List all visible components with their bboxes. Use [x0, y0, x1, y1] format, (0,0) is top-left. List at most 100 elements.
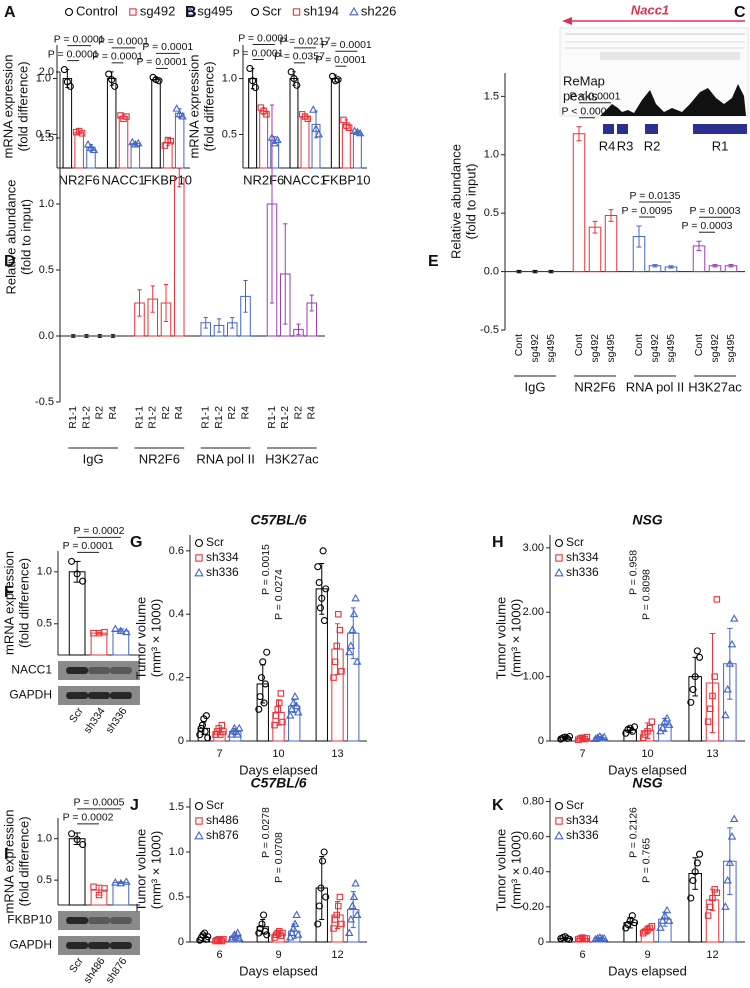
data-point	[727, 832, 737, 840]
data-point	[263, 931, 271, 939]
data-point	[707, 705, 714, 713]
blot-band	[88, 942, 110, 949]
data-point	[220, 936, 227, 943]
x-tick-label: FKBP10	[322, 172, 370, 187]
y-tick-label: 0.20	[523, 901, 544, 913]
y-axis-label: (fold difference)	[201, 61, 216, 151]
data-point	[725, 858, 735, 866]
chart-title: NSG	[632, 775, 662, 791]
y-tick-label: 0.60	[523, 831, 544, 843]
bar	[106, 78, 117, 169]
panel-label: H	[492, 534, 504, 551]
blot-band	[66, 942, 89, 949]
x-tick-label: 10	[272, 748, 284, 760]
data-point	[220, 728, 227, 735]
data-point	[333, 642, 340, 650]
y-axis-label: mRNA expression	[1, 551, 16, 655]
panel-label: E	[428, 253, 439, 270]
group-label: NR2F6	[574, 379, 615, 394]
data-point	[101, 885, 108, 892]
panel-label: G	[130, 534, 142, 551]
data-point	[709, 692, 716, 700]
data-point	[277, 690, 285, 697]
blot-band	[109, 917, 132, 924]
panel-label: I	[4, 846, 8, 863]
legend-label: Control	[76, 3, 118, 18]
bar	[74, 131, 84, 169]
data-point	[656, 923, 665, 931]
data-point	[293, 81, 301, 89]
x-tick-label: 12	[706, 949, 718, 961]
data-point	[68, 557, 76, 565]
blot-band	[88, 692, 110, 699]
data-point	[198, 721, 206, 729]
y-tick-label: 1.0	[37, 566, 52, 578]
blot-row	[58, 661, 140, 680]
data-point	[319, 857, 327, 865]
x-tick-label: sh334	[81, 705, 107, 735]
y-tick-label: 1.0	[222, 72, 237, 84]
data-point	[704, 718, 712, 725]
x-tick-label: Cont	[693, 334, 705, 356]
bar	[68, 838, 86, 906]
legend-label: sh336	[206, 565, 239, 579]
x-tick-label: NR2F6	[243, 172, 284, 187]
data-point	[662, 905, 672, 914]
legend-marker	[64, 7, 74, 17]
data-point	[593, 933, 602, 942]
y-tick-label: 0.5	[222, 128, 237, 140]
data-point	[346, 641, 356, 649]
data-point	[255, 929, 263, 937]
data-point	[218, 937, 226, 945]
blot-band	[88, 917, 110, 924]
group-label: H3K27ac	[688, 379, 742, 394]
x-tick-label: sh486	[81, 955, 107, 985]
y-tick-label: 0.0	[484, 265, 499, 277]
data-point	[263, 648, 271, 656]
data-point	[565, 732, 574, 741]
annotation: P = 0.0708	[273, 832, 285, 883]
data-point	[348, 625, 357, 634]
x-tick-label: 13	[706, 748, 718, 760]
legend-marker	[195, 554, 203, 562]
data-point	[624, 920, 632, 928]
data-point	[131, 139, 140, 148]
comparison-label: P = 0.0001	[63, 540, 114, 552]
data-point	[311, 124, 321, 132]
x-tick-label: 6	[579, 949, 585, 961]
comparison-label: P = 0.0003	[682, 220, 733, 232]
comparison-label: P < 0.0001	[570, 91, 621, 103]
data-point	[330, 925, 337, 932]
legend-marker	[292, 8, 301, 16]
comparison-label: P = 0.0001	[238, 32, 289, 44]
data-point	[286, 932, 295, 941]
data-point	[261, 680, 269, 688]
x-tick-label: R1-2	[80, 406, 92, 429]
data-point	[172, 104, 181, 112]
data-point	[709, 894, 716, 902]
data-point	[352, 657, 362, 665]
blot-band	[66, 917, 89, 924]
data-point	[304, 115, 312, 123]
data-point	[122, 627, 131, 636]
data-point	[314, 920, 322, 928]
group-label: IgG	[83, 451, 104, 466]
comparison-label: P = 0.0001	[233, 47, 284, 59]
data-point	[318, 594, 326, 602]
data-point	[664, 720, 674, 728]
y-tick-label: 1.0	[484, 149, 499, 161]
legend-label: sh336	[566, 565, 599, 579]
y-tick-label: 0	[538, 936, 544, 948]
blot-band	[66, 667, 89, 674]
data-point	[255, 705, 263, 713]
x-tick-label: 10	[641, 748, 653, 760]
data-point	[593, 733, 602, 741]
data-point	[345, 928, 354, 936]
legend-label: sh486	[206, 813, 239, 827]
data-point	[83, 139, 93, 148]
x-tick-label: R1-2	[279, 406, 291, 429]
data-point	[290, 692, 300, 700]
legend-marker	[194, 801, 204, 811]
x-tick-label: Cont	[633, 334, 645, 356]
x-tick-label: sg495	[605, 334, 617, 363]
